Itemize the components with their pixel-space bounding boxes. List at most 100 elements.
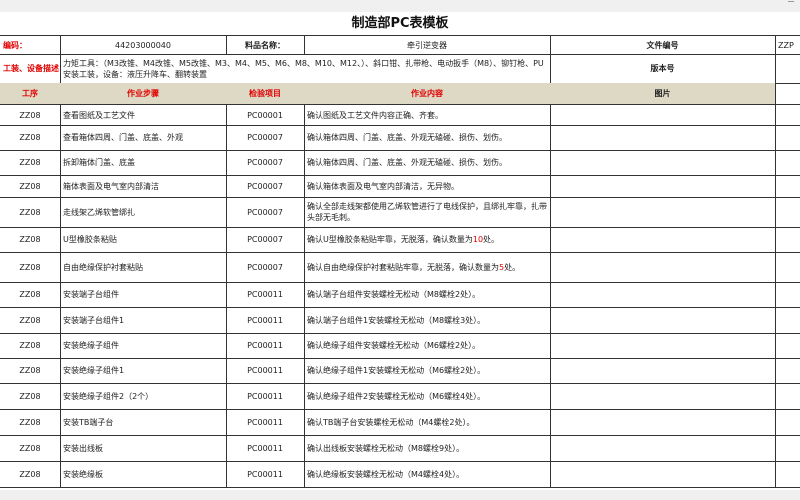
- cell-step[interactable]: U型橡胶条粘贴: [60, 227, 227, 253]
- cell-step[interactable]: 安装端子台组件1: [60, 307, 227, 334]
- cell-item[interactable]: PC00011: [226, 409, 305, 436]
- cell-op[interactable]: ZZ08: [0, 435, 61, 462]
- cell-image[interactable]: [550, 282, 776, 308]
- cell-item[interactable]: PC00011: [226, 435, 305, 462]
- cell-step[interactable]: 箱体表面及电气室内部清洁: [60, 175, 227, 198]
- cell-content[interactable]: 确认箱体四周、门盖、底盖、外观无磕碰、损伤、划伤。: [304, 125, 551, 151]
- cell-op[interactable]: ZZ08: [0, 383, 61, 410]
- cell-item[interactable]: PC00011: [226, 461, 305, 488]
- cell-content[interactable]: 确认U型橡胶条粘贴牢靠，无脱落，确认数量为 10 处。: [304, 227, 551, 253]
- cell-step[interactable]: 自由绝缘保护衬套粘贴: [60, 252, 227, 283]
- cell-image[interactable]: [550, 333, 776, 359]
- empty-cell[interactable]: [775, 435, 800, 462]
- cell-image[interactable]: [550, 358, 776, 384]
- cell-image[interactable]: [550, 175, 776, 198]
- cell-step[interactable]: 安装TB端子台: [60, 409, 227, 436]
- cell-op[interactable]: ZZ08: [0, 461, 61, 488]
- cell-item[interactable]: PC00007: [226, 252, 305, 283]
- cell-content[interactable]: 确认绝缘子组件2安装螺栓无松动（M6螺栓4处）。: [304, 383, 551, 410]
- cell-content[interactable]: 确认TB端子台安装螺栓无松动（M4螺栓2处）。: [304, 409, 551, 436]
- empty-cell[interactable]: [775, 409, 800, 436]
- cell-item[interactable]: PC00011: [226, 333, 305, 359]
- empty-cell[interactable]: [775, 282, 800, 308]
- minimize-icon[interactable]: [788, 1, 794, 2]
- cell-content[interactable]: 确认端子台组件1安装螺栓无松动（M8螺栓3处）。: [304, 307, 551, 334]
- version-value[interactable]: [775, 54, 800, 84]
- tools-value[interactable]: 力矩工具：（M3改锥、M4改锥、M5改锥、M3、M4、M5、M6、M8、M10、…: [60, 54, 551, 84]
- cell-step[interactable]: 拆卸箱体门盖、底盖: [60, 150, 227, 176]
- empty-cell[interactable]: [775, 125, 800, 151]
- cell-op[interactable]: ZZ08: [0, 333, 61, 359]
- empty-cell[interactable]: [775, 105, 800, 126]
- cell-image[interactable]: [550, 435, 776, 462]
- empty-cell[interactable]: [775, 333, 800, 359]
- cell-image[interactable]: [550, 252, 776, 283]
- cell-image[interactable]: [550, 105, 776, 126]
- cell-content[interactable]: 确认箱体表面及电气室内部清洁，无异物。: [304, 175, 551, 198]
- cell-op[interactable]: ZZ08: [0, 175, 61, 198]
- cell-step[interactable]: 走线架乙烯软管绑扎: [60, 197, 227, 228]
- cell-image[interactable]: [550, 125, 776, 151]
- cell-step[interactable]: 安装端子台组件: [60, 282, 227, 308]
- cell-item[interactable]: PC00007: [226, 197, 305, 228]
- empty-cell[interactable]: [775, 383, 800, 410]
- cell-step[interactable]: 安装出线板: [60, 435, 227, 462]
- cell-image[interactable]: [550, 461, 776, 488]
- cell-content[interactable]: 确认图纸及工艺文件内容正确、齐套。: [304, 105, 551, 126]
- name-value[interactable]: 牵引逆变器: [304, 35, 551, 55]
- empty-cell[interactable]: [775, 461, 800, 488]
- cell-item[interactable]: PC00011: [226, 358, 305, 384]
- cell-content[interactable]: 确认自由绝缘保护衬套粘贴牢靠，无脱落，确认数量为 5 处。: [304, 252, 551, 283]
- cell-op[interactable]: ZZ08: [0, 227, 61, 253]
- file-no-value[interactable]: ZZP: [775, 35, 800, 55]
- cell-content[interactable]: 确认全部走线架都使用乙烯软管进行了电线保护，且绑扎牢靠，扎带头部无毛刺。: [304, 197, 551, 228]
- content-text: 确认U型橡胶条粘贴牢靠，无脱落，确认数量为: [307, 235, 473, 244]
- empty-cell[interactable]: [775, 150, 800, 176]
- empty-cell[interactable]: [775, 252, 800, 283]
- empty-cell[interactable]: [775, 358, 800, 384]
- cell-content[interactable]: 确认绝缘板安装螺栓无松动（M4螺栓4处）。: [304, 461, 551, 488]
- cell-content[interactable]: 确认出线板安装螺栓无松动（M8螺栓9处）。: [304, 435, 551, 462]
- cell-item[interactable]: PC00007: [226, 125, 305, 151]
- cell-item[interactable]: PC00011: [226, 383, 305, 410]
- cell-op[interactable]: ZZ08: [0, 252, 61, 283]
- code-value[interactable]: 44203000040: [60, 35, 227, 55]
- cell-step[interactable]: 查看箱体四周、门盖、底盖、外观: [60, 125, 227, 151]
- cell-op[interactable]: ZZ08: [0, 307, 61, 334]
- cell-image[interactable]: [550, 197, 776, 228]
- cell-op[interactable]: ZZ08: [0, 105, 61, 126]
- cell-item[interactable]: PC00007: [226, 150, 305, 176]
- empty-cell[interactable]: [775, 175, 800, 198]
- cell-image[interactable]: [550, 409, 776, 436]
- cell-content[interactable]: 确认绝缘子组件安装螺栓无松动（M6螺栓2处）。: [304, 333, 551, 359]
- cell-op[interactable]: ZZ08: [0, 197, 61, 228]
- empty-cell[interactable]: [775, 227, 800, 253]
- version-label: 版本号: [550, 54, 776, 84]
- cell-step[interactable]: 安装绝缘子组件: [60, 333, 227, 359]
- content-text: 确认自由绝缘保护衬套粘贴牢靠，无脱落，确认数量为: [307, 262, 499, 272]
- cell-image[interactable]: [550, 227, 776, 253]
- cell-content[interactable]: 确认绝缘子组件1安装螺栓无松动（M6螺栓2处）。: [304, 358, 551, 384]
- cell-step[interactable]: 安装绝缘子组件1: [60, 358, 227, 384]
- cell-item[interactable]: PC00007: [226, 175, 305, 198]
- cell-item[interactable]: PC00011: [226, 282, 305, 308]
- cell-step[interactable]: 安装绝缘子组件2（2个）: [60, 383, 227, 410]
- cell-op[interactable]: ZZ08: [0, 409, 61, 436]
- header-op: 工序: [0, 83, 61, 105]
- cell-content[interactable]: 确认箱体四周、门盖、底盖、外观无磕碰、损伤、划伤。: [304, 150, 551, 176]
- cell-op[interactable]: ZZ08: [0, 282, 61, 308]
- cell-op[interactable]: ZZ08: [0, 358, 61, 384]
- cell-image[interactable]: [550, 307, 776, 334]
- cell-step[interactable]: 查看图纸及工艺文件: [60, 105, 227, 126]
- cell-op[interactable]: ZZ08: [0, 125, 61, 151]
- cell-item[interactable]: PC00007: [226, 227, 305, 253]
- cell-item[interactable]: PC00001: [226, 105, 305, 126]
- cell-image[interactable]: [550, 150, 776, 176]
- empty-cell[interactable]: [775, 307, 800, 334]
- cell-step[interactable]: 安装绝缘板: [60, 461, 227, 488]
- cell-content[interactable]: 确认端子台组件安装螺栓无松动（M8螺栓2处）。: [304, 282, 551, 308]
- cell-item[interactable]: PC00011: [226, 307, 305, 334]
- cell-op[interactable]: ZZ08: [0, 150, 61, 176]
- cell-image[interactable]: [550, 383, 776, 410]
- empty-cell[interactable]: [775, 197, 800, 228]
